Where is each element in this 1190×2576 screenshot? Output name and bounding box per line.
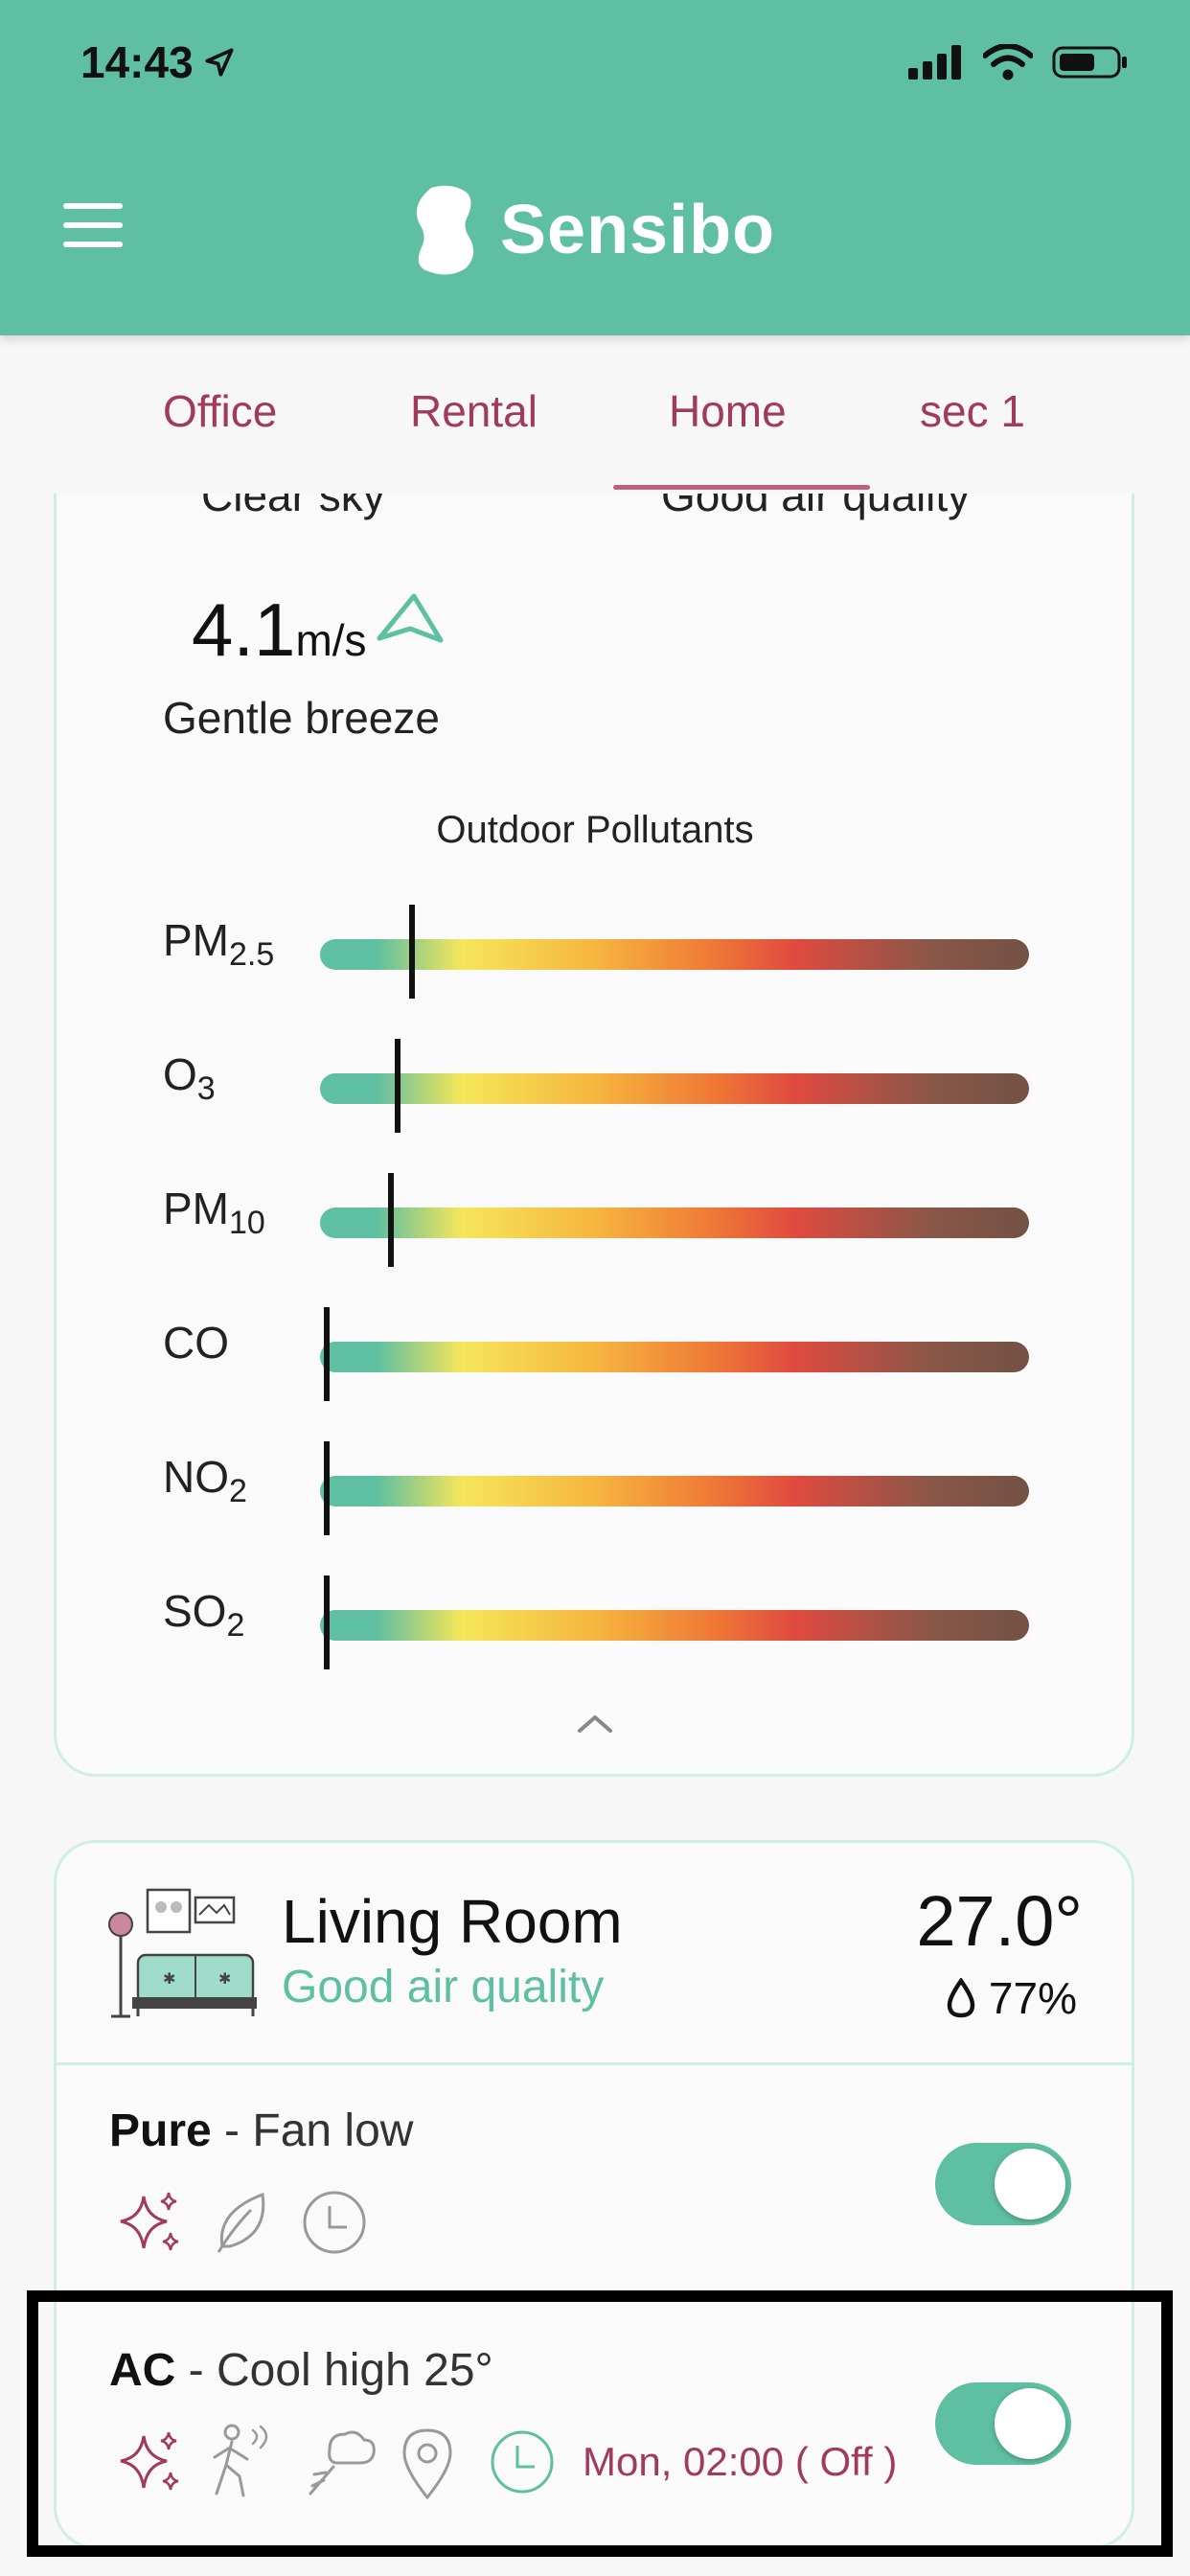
pollutant-level-marker bbox=[324, 1441, 331, 1535]
tab-office[interactable]: Office bbox=[163, 386, 278, 436]
brand-name: Sensibo bbox=[500, 192, 776, 268]
pollutant-level-marker bbox=[388, 1173, 394, 1267]
location-arrow-icon bbox=[205, 48, 234, 77]
ac-power-toggle[interactable] bbox=[935, 2382, 1071, 2465]
tab-home[interactable]: Home bbox=[669, 386, 787, 436]
pollutant-subscript: 2.5 bbox=[229, 936, 275, 974]
sparkle-clean-icon[interactable] bbox=[115, 2189, 184, 2256]
pollutant-level-bar bbox=[320, 1476, 1029, 1506]
pollutant-subscript: 10 bbox=[229, 1205, 265, 1242]
room-humidity: 77% bbox=[947, 1972, 1077, 2024]
timer-clock-icon[interactable] bbox=[489, 2428, 556, 2496]
pollutant-name: NO bbox=[163, 1452, 229, 1502]
svg-text:✱: ✱ bbox=[218, 1969, 231, 1988]
location-pin-icon[interactable] bbox=[399, 2425, 456, 2501]
pollutant-level-bar bbox=[320, 939, 1029, 970]
chevron-up-icon[interactable] bbox=[576, 1712, 614, 1735]
pollutant-label: PM10 bbox=[163, 1183, 265, 1242]
toggle-knob bbox=[995, 2149, 1065, 2220]
wind-speed-unit: m/s bbox=[295, 615, 367, 665]
pollutant-name: SO bbox=[163, 1586, 227, 1636]
leaf-eco-icon[interactable] bbox=[213, 2189, 270, 2256]
room-name: Living Room bbox=[282, 1887, 623, 1956]
pure-device-name: Pure bbox=[109, 2105, 212, 2156]
room-air-quality: Good air quality bbox=[282, 1962, 605, 2012]
pollutant-level-bar bbox=[320, 1208, 1029, 1238]
motion-sensor-icon[interactable] bbox=[207, 2423, 278, 2499]
pollutant-name: PM bbox=[163, 1184, 229, 1233]
wind-speed: 4.1m/s bbox=[192, 586, 367, 674]
status-bar-time: 14:43 bbox=[80, 36, 236, 88]
pollutant-name: CO bbox=[163, 1318, 229, 1368]
battery-icon bbox=[1052, 46, 1127, 79]
room-temperature: 27.0° bbox=[916, 1881, 1083, 1961]
ac-device-title[interactable]: AC - Cool high 25° bbox=[109, 2344, 493, 2397]
wind-description: Gentle breeze bbox=[163, 693, 440, 743]
pure-device-mode: - Fan low bbox=[211, 2105, 414, 2156]
pollutant-level-marker bbox=[324, 1576, 331, 1669]
pollutant-level-bar bbox=[320, 1073, 1029, 1104]
pollutant-subscript: 2 bbox=[226, 1607, 245, 1644]
hamburger-menu-icon[interactable] bbox=[63, 203, 123, 247]
pollutant-label: PM2.5 bbox=[163, 914, 274, 974]
climate-react-icon[interactable] bbox=[301, 2425, 378, 2499]
brand-logo: Sensibo bbox=[412, 184, 775, 276]
pollutant-level-bar bbox=[320, 1610, 1029, 1641]
pollutant-level-marker bbox=[395, 1039, 401, 1133]
pollutant-name: O bbox=[163, 1049, 197, 1099]
app-header: 14:43 Sensibo bbox=[0, 0, 1190, 335]
pollutant-level-bar bbox=[320, 1342, 1029, 1372]
pollutant-level-marker bbox=[409, 905, 416, 999]
pollutant-subscript: 2 bbox=[229, 1473, 247, 1510]
status-bar-icons bbox=[908, 44, 1129, 80]
ac-device-mode: - Cool high 25° bbox=[175, 2345, 493, 2396]
sensibo-logo-icon bbox=[416, 185, 474, 275]
pure-power-toggle[interactable] bbox=[935, 2143, 1071, 2225]
living-room-illustration-icon: ✱ ✱ bbox=[108, 1888, 257, 2018]
pollutant-subscript: 3 bbox=[196, 1070, 216, 1108]
wifi-icon bbox=[983, 44, 1033, 80]
status-time-text: 14:43 bbox=[80, 37, 194, 87]
ac-schedule-text[interactable]: Mon, 02:00 ( Off ) bbox=[583, 2439, 898, 2484]
sparkle-clean-icon[interactable] bbox=[115, 2428, 184, 2496]
timer-clock-icon[interactable] bbox=[301, 2189, 368, 2256]
wind-direction-icon bbox=[377, 593, 444, 643]
svg-text:✱: ✱ bbox=[163, 1969, 175, 1988]
humidity-drop-icon bbox=[947, 1978, 975, 2018]
location-tabs: Office Rental Home sec 1 bbox=[0, 335, 1190, 494]
pollutant-name: PM bbox=[163, 915, 229, 965]
pure-device-title[interactable]: Pure - Fan low bbox=[109, 2104, 413, 2157]
room-card-divider bbox=[56, 2062, 1133, 2065]
cellular-signal-icon bbox=[908, 45, 961, 80]
ac-device-name: AC bbox=[109, 2345, 176, 2396]
pollutant-level-marker bbox=[324, 1307, 331, 1401]
room-humidity-value: 77% bbox=[988, 1973, 1077, 2023]
pollutants-title: Outdoor Pollutants bbox=[436, 809, 754, 851]
pollutant-label: CO bbox=[163, 1317, 229, 1368]
toggle-knob bbox=[995, 2388, 1065, 2459]
active-tab-indicator bbox=[613, 485, 870, 490]
wind-speed-value: 4.1 bbox=[192, 587, 296, 672]
pollutant-label: SO2 bbox=[163, 1585, 244, 1644]
pollutant-label: O3 bbox=[163, 1048, 216, 1108]
pollutant-label: NO2 bbox=[163, 1451, 247, 1510]
tab-sec-1[interactable]: sec 1 bbox=[920, 386, 1025, 436]
tab-rental[interactable]: Rental bbox=[410, 386, 538, 436]
